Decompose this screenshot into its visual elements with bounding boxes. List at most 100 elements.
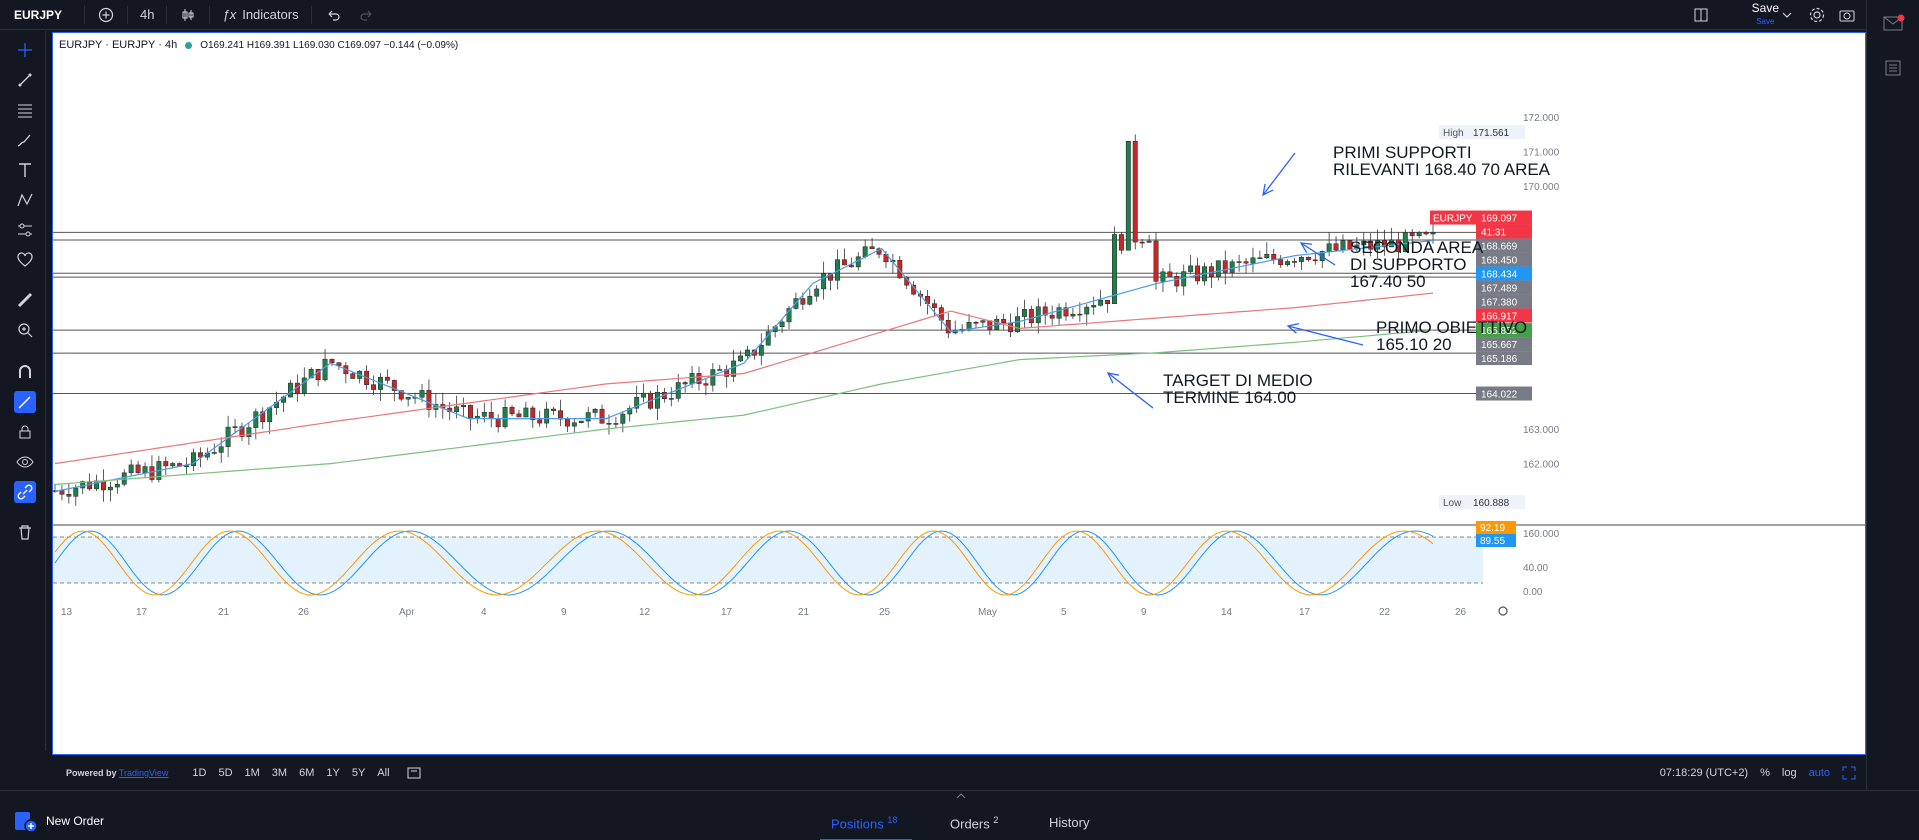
price-tag: 169.097 <box>1481 214 1518 225</box>
range-1m[interactable]: 1M <box>244 767 260 779</box>
candle-body <box>1195 265 1201 282</box>
candle-body <box>191 452 196 466</box>
chart-canvas[interactable]: 172.000 171.000 170.000 163.000 162.000 160.0… <box>53 33 1865 754</box>
undo-button[interactable] <box>316 0 350 30</box>
lock-drawings-tool[interactable] <box>14 421 36 443</box>
candle-body <box>828 273 834 281</box>
tab-positions[interactable]: Positions 18 <box>831 815 897 831</box>
save-button[interactable]: Save Save <box>1752 2 1779 28</box>
layout-button[interactable] <box>1692 6 1710 27</box>
hide-drawings-tool[interactable] <box>14 451 36 473</box>
range-6m[interactable]: 6M <box>299 767 315 779</box>
measure-tool[interactable] <box>14 289 36 311</box>
fullscreen-icon[interactable] <box>1842 766 1856 780</box>
chevron-down-icon <box>1782 12 1792 18</box>
candle-body <box>239 426 245 437</box>
tab-orders[interactable]: Orders 2 <box>950 815 998 831</box>
range-5y[interactable]: 5Y <box>351 767 366 779</box>
lock-icon <box>19 425 31 439</box>
chevron-up-icon[interactable] <box>954 791 968 801</box>
range-5d[interactable]: 5D <box>218 767 233 779</box>
fib-tool[interactable] <box>14 99 36 121</box>
candle-body <box>738 355 743 362</box>
candle-body <box>703 383 709 386</box>
log-toggle[interactable]: log <box>1781 767 1797 779</box>
chart-type-button[interactable] <box>171 0 205 30</box>
candle-body <box>1125 140 1131 251</box>
pattern-tool[interactable] <box>14 189 36 211</box>
candle-body <box>717 369 723 371</box>
candle-body <box>599 408 605 424</box>
symbol-search[interactable]: EURJPY <box>14 7 63 22</box>
sync-drawings-tool[interactable] <box>14 481 36 503</box>
bottom-bar-right: 07:18:29 (UTC+2) % log auto <box>1660 760 1856 786</box>
brush-tool[interactable] <box>14 129 36 151</box>
trend-line-tool[interactable] <box>14 69 36 91</box>
favorites-tool[interactable] <box>14 249 36 271</box>
sliders-icon <box>18 223 32 237</box>
powered-prefix: Powered by <box>66 768 117 778</box>
mail-icon[interactable] <box>1883 14 1905 34</box>
chart-pane[interactable]: 172.000 171.000 170.000 163.000 162.000 160.0… <box>52 32 1866 755</box>
candle-body <box>814 288 820 297</box>
candle-body <box>1361 240 1367 246</box>
redo-button[interactable] <box>350 0 384 30</box>
compare-add-button[interactable] <box>89 0 123 30</box>
range-1d[interactable]: 1D <box>192 767 207 779</box>
text-tool[interactable] <box>14 159 36 181</box>
tradingview-link[interactable]: TradingView <box>118 768 169 778</box>
candle-body <box>668 398 674 400</box>
range-all[interactable]: All <box>377 767 390 779</box>
price-tag: 168.669 <box>1481 242 1518 253</box>
stay-drawing-tool[interactable] <box>14 391 36 413</box>
price-axis-area <box>1471 33 1865 754</box>
undo-icon <box>328 10 340 21</box>
low-marker-bg <box>1439 495 1525 510</box>
magnet-tool[interactable] <box>14 361 36 383</box>
indicators-button[interactable]: ƒx Indicators <box>214 0 306 30</box>
percent-toggle[interactable]: % <box>1760 767 1770 779</box>
candle-body <box>516 413 522 418</box>
candle-body <box>564 418 570 427</box>
range-1y[interactable]: 1Y <box>326 767 340 779</box>
annotation-text: PRIMO OBIETTIVO <box>1376 318 1527 337</box>
candle-body <box>551 408 557 411</box>
price-tag: 165.852 <box>1481 326 1518 337</box>
candle-body <box>454 406 460 413</box>
candle-body <box>1118 234 1124 251</box>
remove-drawings-tool[interactable] <box>14 521 36 543</box>
new-order-button[interactable]: New Order <box>14 809 104 833</box>
candle-body <box>135 464 141 473</box>
prediction-tool[interactable] <box>14 219 36 241</box>
indicators-label: Indicators <box>242 7 299 22</box>
tab-history[interactable]: History <box>1049 815 1089 830</box>
time-tick-label: 4 <box>481 607 487 618</box>
settings-button[interactable] <box>1808 6 1826 27</box>
candle-body <box>59 490 65 495</box>
moving-average-line <box>54 292 1434 465</box>
moving-average-line <box>54 239 1434 492</box>
candle-body <box>114 484 120 488</box>
candle-body <box>1153 240 1159 282</box>
zoom-in-icon <box>18 323 33 338</box>
time-tick-label: 9 <box>561 607 567 618</box>
candle-body <box>287 382 293 398</box>
auto-toggle[interactable]: auto <box>1808 767 1830 779</box>
calendar-icon[interactable] <box>406 766 422 780</box>
candle-body <box>502 407 508 428</box>
candle-body <box>398 390 404 400</box>
candle-body <box>848 264 854 268</box>
price-tick-label: 171.000 <box>1523 148 1560 159</box>
save-dropdown[interactable] <box>1778 6 1796 27</box>
range-3m[interactable]: 3M <box>271 767 288 779</box>
tab-label: Positions <box>831 816 884 832</box>
watchlist-icon[interactable] <box>1883 58 1905 78</box>
candle-body <box>260 411 266 423</box>
time-tick-label: 17 <box>721 607 733 618</box>
clock-readout[interactable]: 07:18:29 (UTC+2) <box>1659 767 1749 779</box>
interval-button[interactable]: 4h <box>140 7 155 22</box>
zoom-tool[interactable] <box>14 319 36 341</box>
crosshair-tool[interactable] <box>14 39 36 61</box>
candle-body <box>211 452 217 454</box>
snapshot-button[interactable] <box>1838 6 1856 27</box>
